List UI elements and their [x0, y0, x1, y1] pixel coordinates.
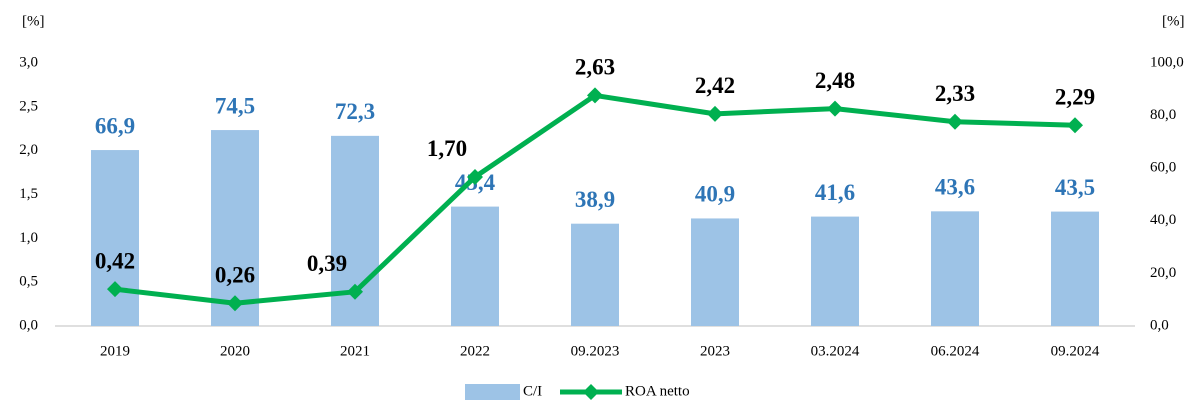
line-value-label: 0,26	[215, 262, 255, 287]
line-marker	[347, 283, 363, 300]
bar	[1051, 211, 1099, 326]
y2-axis-label: [%]	[1162, 13, 1185, 29]
y2-tick-label: 80,0	[1150, 107, 1176, 123]
y-tick-label: 2,0	[19, 142, 38, 158]
bar-value-label: 41,6	[815, 180, 855, 205]
x-tick-label: 2021	[340, 343, 370, 359]
bar-value-label: 66,9	[95, 113, 135, 138]
bar	[931, 211, 979, 326]
line-marker	[587, 87, 603, 104]
line-marker	[1067, 117, 1083, 134]
line-marker	[227, 295, 243, 312]
bar	[571, 223, 619, 326]
y2-tick-label: 20,0	[1150, 265, 1176, 281]
legend-label: ROA netto	[625, 383, 690, 399]
line-value-label: 2,63	[575, 55, 615, 80]
y-tick-label: 1,5	[19, 186, 38, 202]
x-tick-label: 2020	[220, 343, 250, 359]
line-value-label: 2,42	[695, 73, 735, 98]
bar	[691, 218, 739, 326]
line-value-label: 2,48	[815, 68, 855, 93]
x-tick-label: 06.2024	[931, 343, 980, 359]
legend-label: C/I	[523, 383, 542, 399]
y-tick-label: 2,5	[19, 98, 38, 114]
bar	[91, 150, 139, 326]
line-value-label: 2,33	[935, 81, 975, 106]
bar	[811, 216, 859, 326]
y-axis-label: [%]	[22, 13, 45, 29]
y-tick-label: 0,5	[19, 274, 38, 290]
bar	[211, 130, 259, 326]
bar-value-label: 40,9	[695, 182, 735, 207]
bar-value-label: 43,6	[935, 175, 975, 200]
bar-value-label: 38,9	[575, 187, 615, 212]
line-marker	[827, 100, 843, 117]
bar-value-label: 74,5	[215, 93, 255, 118]
bar-value-label: 72,3	[335, 99, 375, 124]
y-tick-label: 3,0	[19, 54, 38, 70]
line-value-label: 0,39	[307, 251, 347, 276]
y2-tick-label: 40,0	[1150, 212, 1176, 228]
y2-tick-label: 100,0	[1150, 54, 1184, 70]
x-tick-label: 03.2024	[811, 343, 860, 359]
line-marker	[107, 281, 123, 298]
y-tick-label: 0,0	[19, 317, 38, 333]
x-tick-label: 09.2024	[1051, 343, 1100, 359]
line-value-label: 2,29	[1055, 85, 1095, 110]
line-marker	[947, 113, 963, 130]
y-tick-label: 1,0	[19, 230, 38, 246]
x-tick-label: 2022	[460, 343, 490, 359]
x-tick-label: 2019	[100, 343, 130, 359]
x-tick-label: 2023	[700, 343, 730, 359]
line-marker	[467, 168, 483, 185]
line-value-label: 1,70	[427, 136, 467, 161]
line-value-label: 0,42	[95, 248, 135, 273]
x-tick-label: 09.2023	[571, 343, 620, 359]
bar-value-label: 43,5	[1055, 175, 1095, 200]
line-marker	[707, 105, 723, 122]
y2-tick-label: 0,0	[1150, 317, 1169, 333]
legend-swatch	[465, 384, 520, 400]
bar	[451, 206, 499, 326]
y2-tick-label: 60,0	[1150, 160, 1176, 176]
legend-marker	[583, 384, 599, 400]
